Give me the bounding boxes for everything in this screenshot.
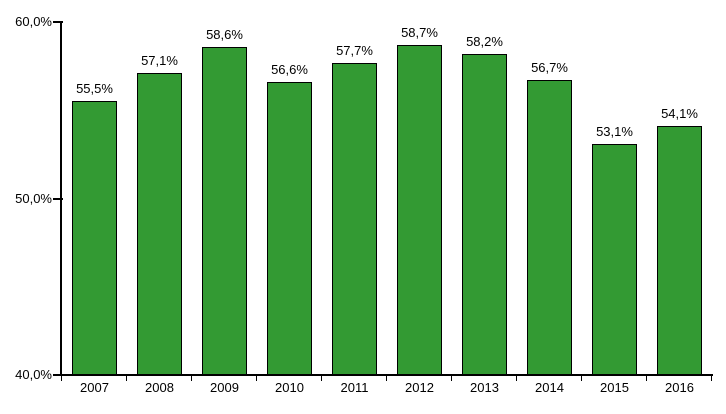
y-axis-tick [53, 198, 63, 200]
x-category-label: 2008 [145, 380, 174, 395]
x-category-label: 2007 [80, 380, 109, 395]
x-axis-tick [516, 374, 517, 381]
x-axis-tick [126, 374, 127, 381]
bar [202, 47, 247, 375]
bar [332, 63, 377, 375]
x-category-label: 2012 [405, 380, 434, 395]
bar [397, 45, 442, 375]
bar-value-label: 56,6% [271, 62, 308, 77]
x-category-label: 2015 [600, 380, 629, 395]
bar-value-label: 54,1% [661, 106, 698, 121]
bar [592, 144, 637, 375]
x-category-label: 2010 [275, 380, 304, 395]
bar-value-label: 58,7% [401, 25, 438, 40]
y-tick-label: 50,0% [15, 191, 52, 206]
x-axis-tick [386, 374, 387, 381]
bar [72, 101, 117, 375]
x-axis-tick [646, 374, 647, 381]
bar-value-label: 56,7% [531, 60, 568, 75]
bar [527, 80, 572, 375]
bar [462, 54, 507, 375]
y-axis-tick [53, 21, 63, 23]
x-axis-tick [256, 374, 257, 381]
x-axis-tick [191, 374, 192, 381]
bar [137, 73, 182, 375]
bar [657, 126, 702, 375]
x-category-label: 2009 [210, 380, 239, 395]
x-category-label: 2013 [470, 380, 499, 395]
x-category-label: 2014 [535, 380, 564, 395]
bar-value-label: 55,5% [76, 81, 113, 96]
x-category-label: 2011 [340, 380, 369, 395]
x-axis-tick [321, 374, 322, 381]
x-axis-tick [581, 374, 582, 381]
bar-value-label: 53,1% [596, 124, 633, 139]
bar-value-label: 57,1% [141, 53, 178, 68]
x-axis-tick [451, 374, 452, 381]
x-axis-tick [711, 374, 712, 381]
bar-value-label: 57,7% [336, 43, 373, 58]
y-tick-label: 40,0% [15, 367, 52, 382]
bar-value-label: 58,2% [466, 34, 503, 49]
bar-value-label: 58,6% [206, 27, 243, 42]
bar [267, 82, 312, 375]
x-category-label: 2016 [665, 380, 694, 395]
x-axis-tick [61, 374, 62, 381]
y-tick-label: 60,0% [15, 14, 52, 29]
y-axis-tick [53, 374, 63, 376]
